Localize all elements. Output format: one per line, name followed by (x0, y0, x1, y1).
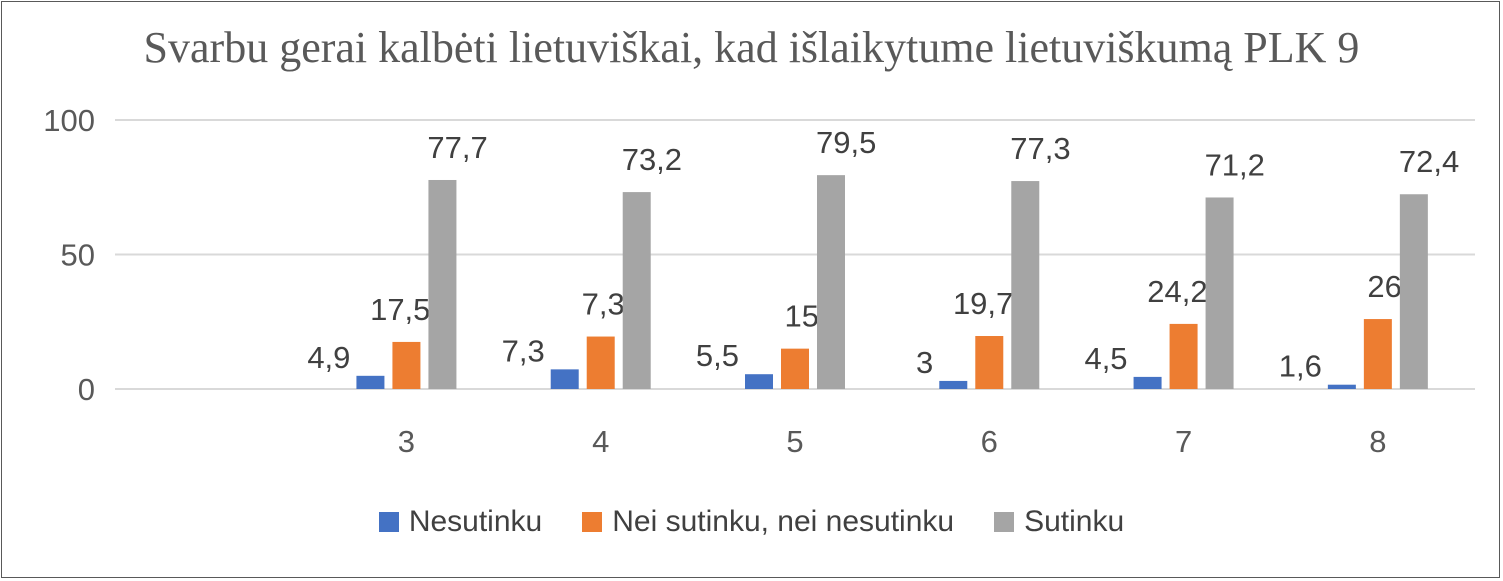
x-tick-label-4: 4 (592, 424, 609, 459)
y-tick-label-50: 50 (61, 238, 95, 273)
bar-2-cat-5 (781, 348, 809, 389)
data-label-3-cat-5: 79,5 (816, 125, 876, 160)
legend: Nesutinku Nei sutinku, nei nesutinku Sut… (0, 505, 1503, 539)
legend-swatch-sutinku (994, 512, 1015, 532)
data-label-2-cat-4: 7,3 (582, 287, 625, 322)
bar-3-cat-5 (817, 175, 845, 389)
data-label-3-cat-6: 77,3 (1010, 131, 1070, 166)
legend-swatch-nei-sutinku-nei-nesutinku (582, 512, 603, 532)
y-tick-label-0: 0 (78, 372, 95, 407)
data-label-2-cat-5: 15 (785, 299, 819, 334)
y-tick-label-100: 100 (43, 103, 95, 138)
bar-1-cat-5 (745, 374, 773, 389)
legend-item-nesutinku: Nesutinku (378, 505, 543, 539)
x-tick-label-3: 3 (398, 424, 415, 459)
bar-1-cat-4 (550, 369, 579, 389)
data-label-3-cat-8: 72,4 (1399, 144, 1459, 179)
bar-2-cat-7 (1169, 323, 1198, 389)
data-label-1-cat-5: 5,5 (696, 338, 739, 373)
data-label-3-cat-7: 71,2 (1205, 147, 1265, 182)
bar-1-cat-3 (356, 375, 385, 389)
legend-item-sutinku: Sutinku (994, 505, 1124, 539)
data-label-1-cat-8: 1,6 (1279, 349, 1322, 384)
legend-label-nesutinku: Nesutinku (408, 505, 543, 538)
bar-2-cat-3 (392, 341, 421, 389)
data-label-2-cat-6: 19,7 (953, 286, 1013, 321)
data-label-2-cat-3: 17,5 (370, 292, 430, 327)
data-label-3-cat-3: 77,7 (427, 130, 487, 165)
bar-1-cat-7 (1133, 376, 1162, 389)
legend-item-nei-sutinku-nei-nesutinku: Nei sutinku, nei nesutinku (582, 505, 954, 539)
data-label-2-cat-8: 26 (1367, 269, 1401, 304)
bar-3-cat-7 (1205, 197, 1234, 389)
x-tick-label-5: 5 (786, 424, 803, 459)
bar-3-cat-8 (1399, 194, 1428, 389)
data-label-1-cat-4: 7,3 (502, 333, 545, 368)
bar-1-cat-6 (939, 380, 968, 389)
data-label-1-cat-7: 4,5 (1084, 341, 1127, 376)
bar-2-cat-8 (1363, 319, 1392, 389)
legend-swatch-nesutinku (378, 512, 399, 532)
chart-title: Svarbu gerai kalbėti lietuviškai, kad iš… (143, 23, 1360, 72)
data-label-1-cat-3: 4,9 (307, 340, 350, 375)
bar-2-cat-6 (975, 336, 1004, 389)
data-label-2-cat-7: 24,2 (1147, 274, 1207, 309)
bar-3-cat-3 (428, 179, 457, 389)
x-tick-label-6: 6 (981, 424, 998, 459)
bar-3-cat-4 (622, 192, 651, 389)
data-label-3-cat-4: 73,2 (622, 142, 682, 177)
legend-label-nei-sutinku-nei-nesutinku: Nei sutinku, nei nesutinku (612, 505, 955, 538)
bar-1-cat-8 (1327, 384, 1356, 389)
legend-label-sutinku: Sutinku (1024, 505, 1125, 538)
x-tick-label-7: 7 (1175, 424, 1192, 459)
bar-2-cat-4 (586, 336, 615, 389)
x-tick-label-8: 8 (1369, 424, 1386, 459)
data-label-1-cat-6: 3 (916, 345, 933, 380)
bar-3-cat-6 (1011, 181, 1040, 389)
